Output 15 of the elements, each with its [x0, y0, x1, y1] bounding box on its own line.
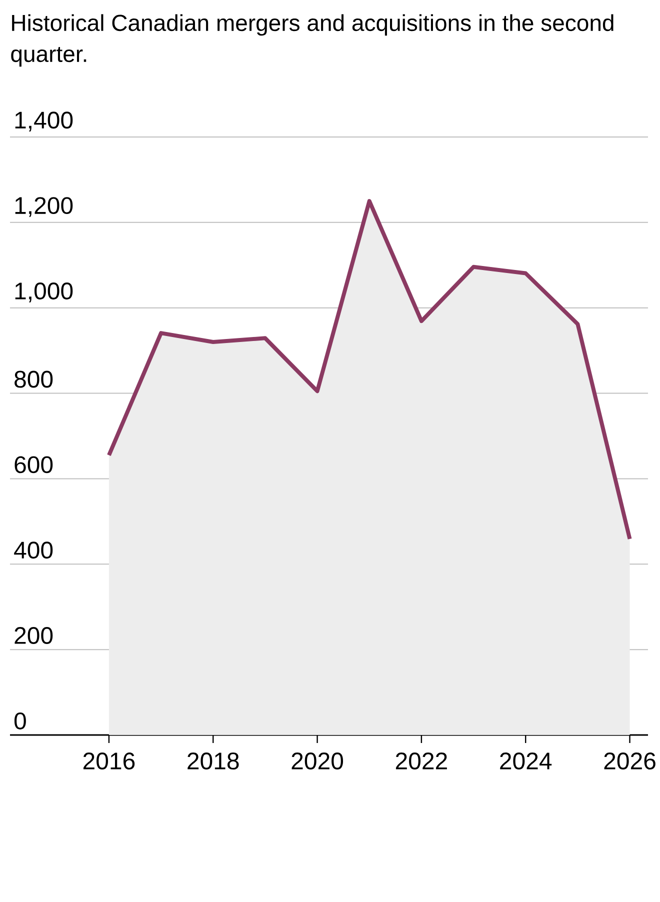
y-tick-label: 800: [14, 370, 53, 388]
y-tick-label: 0: [14, 712, 26, 730]
chart-title: Historical Canadian mergers and acquisitions in the second quarter.: [11, 14, 614, 67]
x-tick-label: 2016: [83, 752, 135, 770]
y-tick-label: 400: [14, 542, 53, 559]
x-tick-label: 2018: [188, 752, 239, 770]
y-tick-label: 1,200: [15, 197, 73, 217]
y-tick-label: 1,400: [15, 112, 73, 132]
y-tick-label: 1,000: [15, 282, 73, 302]
x-tick-label: 2020: [292, 752, 344, 770]
y-tick-label: 600: [14, 456, 53, 474]
x-tick-label: 2026: [604, 752, 656, 770]
y-tick-label: 200: [14, 627, 53, 644]
x-tick-label: 2022: [396, 752, 447, 770]
x-tick-label: 2024: [500, 752, 552, 770]
